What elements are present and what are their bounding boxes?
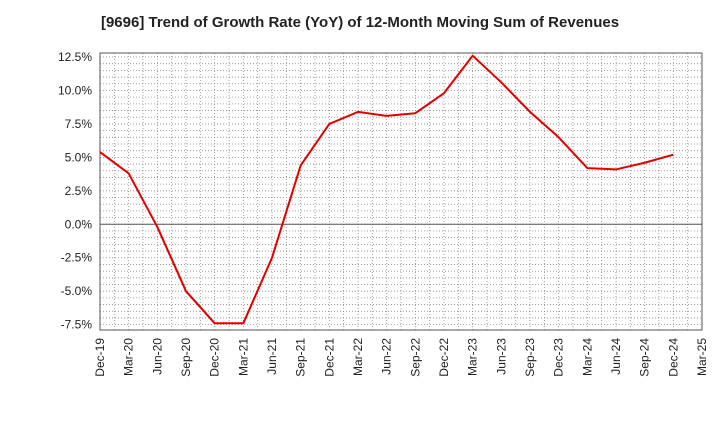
x-tick-label: Mar-22 — [351, 338, 365, 376]
x-tick-label: Sep-24 — [638, 338, 652, 377]
y-tick-label: -2.5% — [61, 251, 93, 265]
y-tick-label: 7.5% — [65, 117, 93, 131]
x-tick-label: Dec-19 — [93, 338, 107, 377]
x-tick-label: Jun-23 — [494, 338, 508, 375]
x-tick-label: Mar-20 — [122, 338, 136, 376]
x-tick-label: Sep-22 — [408, 338, 422, 377]
x-tick-label: Mar-23 — [466, 338, 480, 376]
x-tick-label: Dec-23 — [552, 338, 566, 377]
y-tick-label: 5.0% — [65, 150, 93, 164]
x-axis-tick-labels: Dec-19 Mar-20 Jun-20 Sep-20 Dec-20 Mar-21 Jun-… — [93, 338, 709, 377]
x-tick-label: Sep-21 — [294, 338, 308, 377]
series-line-group — [99, 54, 674, 325]
x-tick-label: Mar-25 — [695, 338, 709, 376]
y-tick-label: 0.0% — [65, 217, 93, 231]
y-axis-tick-labels: 12.5% 10.0% 7.5% 5.0% 2.5% 0.0% -2.5% -5.0% -7.5… — [58, 50, 92, 332]
x-tick-label: Mar-21 — [236, 338, 250, 376]
y-tick-label: 2.5% — [65, 184, 93, 198]
x-tick-label: Jun-21 — [265, 338, 279, 375]
plot-area-frame — [99, 52, 703, 331]
grid-lines — [100, 53, 702, 330]
chart-title: [9696] Trend of Growth Rate (YoY) of 12-… — [100, 14, 620, 31]
series-line — [99, 54, 674, 325]
x-tick-label: Dec-21 — [322, 338, 336, 377]
y-tick-label: -7.5% — [61, 318, 93, 332]
x-tick-label: Sep-20 — [179, 338, 193, 377]
x-tick-label: Jun-22 — [380, 338, 394, 375]
x-tick-label: Sep-23 — [523, 338, 537, 377]
y-tick-label: -5.0% — [61, 284, 93, 298]
y-tick-label: 12.5% — [58, 50, 92, 64]
x-tick-label: Mar-24 — [580, 338, 594, 376]
y-tick-label: 10.0% — [58, 83, 92, 97]
x-tick-label: Jun-24 — [609, 338, 623, 375]
x-tick-label: Jun-20 — [150, 338, 164, 375]
x-tick-label: Dec-24 — [666, 338, 680, 377]
x-tick-label: Dec-22 — [437, 338, 451, 377]
x-tick-label: Dec-20 — [208, 338, 222, 377]
